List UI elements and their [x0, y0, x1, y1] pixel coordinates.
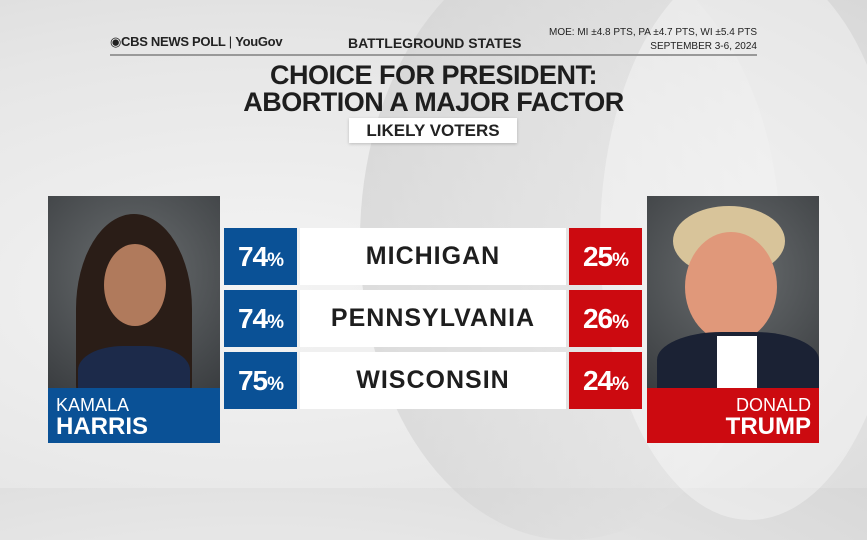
trump-name-label: DONALD TRUMP: [647, 388, 819, 443]
state-label: MICHIGAN: [300, 228, 566, 285]
harris-photo: [48, 196, 220, 406]
population-label: LIKELY VOTERS: [349, 118, 517, 143]
trump-pct: 25%: [569, 228, 642, 285]
trump-photo: [647, 196, 819, 402]
divider: [110, 54, 757, 56]
subtitle: BATTLEGROUND STATES: [348, 35, 522, 51]
moe-info: MOE: MI ±4.8 PTS, PA ±4.7 PTS, WI ±5.4 P…: [548, 27, 757, 52]
state-label: PENNSYLVANIA: [300, 290, 566, 347]
harris-name-label: KAMALA HARRIS: [48, 388, 220, 443]
harris-pct: 74%: [224, 228, 297, 285]
harris-pct: 75%: [224, 352, 297, 409]
state-label: WISCONSIN: [300, 352, 566, 409]
cbs-eye-icon: ◉: [110, 34, 122, 49]
page-title: CHOICE FOR PRESIDENT: ABORTION A MAJOR F…: [243, 60, 624, 117]
harris-pct: 74%: [224, 290, 297, 347]
trump-pct: 26%: [569, 290, 642, 347]
trump-pct: 24%: [569, 352, 642, 409]
cbs-news-poll-logo: ◉CBS NEWS POLL | YouGov: [110, 34, 283, 49]
